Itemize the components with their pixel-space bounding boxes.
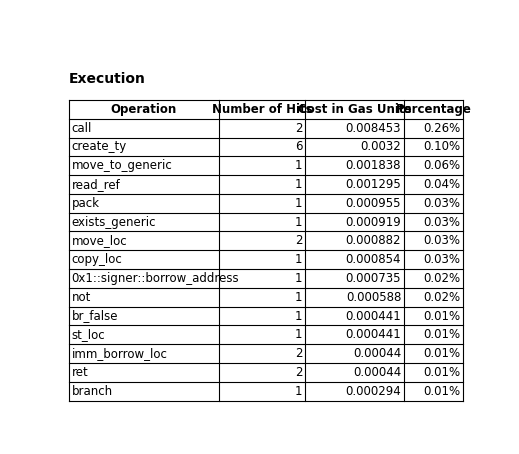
Text: 0.06%: 0.06%	[423, 159, 460, 172]
Text: 0.00044: 0.00044	[353, 366, 401, 379]
Text: copy_loc: copy_loc	[72, 253, 122, 266]
Text: 0.008453: 0.008453	[346, 122, 401, 134]
Text: read_ref: read_ref	[72, 178, 120, 191]
Text: 0.000294: 0.000294	[345, 385, 401, 398]
Text: 1: 1	[295, 253, 303, 266]
Text: 1: 1	[295, 385, 303, 398]
Text: br_false: br_false	[72, 310, 118, 322]
Text: 0.03%: 0.03%	[424, 197, 460, 210]
Text: 0.001295: 0.001295	[345, 178, 401, 191]
Text: 2: 2	[295, 234, 303, 247]
Text: 2: 2	[295, 122, 303, 134]
Text: 0.001838: 0.001838	[346, 159, 401, 172]
Text: 1: 1	[295, 216, 303, 228]
Text: 2: 2	[295, 347, 303, 360]
Text: not: not	[72, 291, 91, 304]
Text: 0.02%: 0.02%	[423, 272, 460, 285]
Text: 1: 1	[295, 197, 303, 210]
Text: 0.000854: 0.000854	[346, 253, 401, 266]
Text: 1: 1	[295, 272, 303, 285]
Text: 0.000441: 0.000441	[345, 328, 401, 341]
Text: imm_borrow_loc: imm_borrow_loc	[72, 347, 168, 360]
Text: Execution: Execution	[69, 72, 146, 86]
Text: 0x1::signer::borrow_address: 0x1::signer::borrow_address	[72, 272, 239, 285]
Text: st_loc: st_loc	[72, 328, 105, 341]
Text: 0.03%: 0.03%	[424, 234, 460, 247]
Text: 0.000735: 0.000735	[346, 272, 401, 285]
Text: branch: branch	[72, 385, 113, 398]
Text: Cost in Gas Units: Cost in Gas Units	[298, 103, 412, 116]
Text: 1: 1	[295, 159, 303, 172]
Text: 0.02%: 0.02%	[423, 291, 460, 304]
Text: 1: 1	[295, 310, 303, 322]
Text: 0.00044: 0.00044	[353, 347, 401, 360]
Text: 0.04%: 0.04%	[423, 178, 460, 191]
Text: Operation: Operation	[111, 103, 177, 116]
Text: move_to_generic: move_to_generic	[72, 159, 172, 172]
Text: 0.000919: 0.000919	[345, 216, 401, 228]
Text: 0.01%: 0.01%	[423, 328, 460, 341]
Text: 0.0032: 0.0032	[360, 140, 401, 153]
Text: 0.000588: 0.000588	[346, 291, 401, 304]
Text: create_ty: create_ty	[72, 140, 127, 153]
Text: 0.01%: 0.01%	[423, 385, 460, 398]
Text: 1: 1	[295, 178, 303, 191]
Text: 0.10%: 0.10%	[423, 140, 460, 153]
Text: 0.26%: 0.26%	[423, 122, 460, 134]
Text: pack: pack	[72, 197, 100, 210]
Text: 0.01%: 0.01%	[423, 310, 460, 322]
Text: 1: 1	[295, 291, 303, 304]
Text: 0.01%: 0.01%	[423, 347, 460, 360]
Text: 0.01%: 0.01%	[423, 366, 460, 379]
Text: Number of Hits: Number of Hits	[212, 103, 312, 116]
Text: move_loc: move_loc	[72, 234, 127, 247]
Text: 2: 2	[295, 366, 303, 379]
Text: exists_generic: exists_generic	[72, 216, 156, 228]
Text: ret: ret	[72, 366, 88, 379]
Text: Percentage: Percentage	[395, 103, 471, 116]
Text: 0.03%: 0.03%	[424, 216, 460, 228]
Text: 6: 6	[295, 140, 303, 153]
Text: 0.000441: 0.000441	[345, 310, 401, 322]
Text: 0.03%: 0.03%	[424, 253, 460, 266]
Text: call: call	[72, 122, 92, 134]
Text: 0.000882: 0.000882	[346, 234, 401, 247]
Text: 0.000955: 0.000955	[346, 197, 401, 210]
Text: 1: 1	[295, 328, 303, 341]
